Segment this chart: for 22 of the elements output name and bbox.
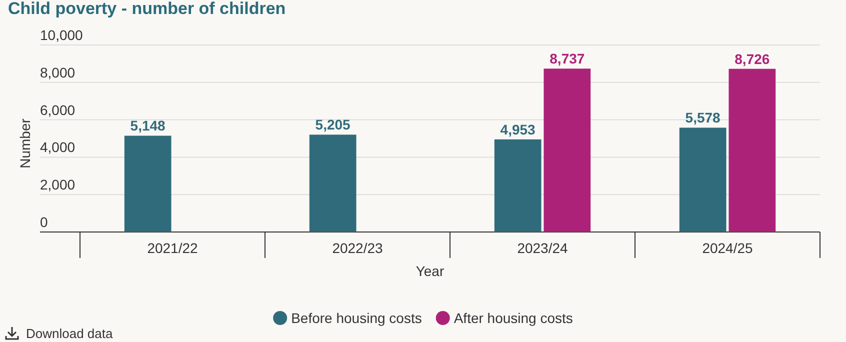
data-label: 8,737	[550, 50, 585, 67]
data-label: 4,953	[500, 121, 536, 138]
y-tick-label: 0	[40, 214, 48, 230]
text: Download data	[26, 326, 114, 341]
chart-title: Child poverty - number of children	[8, 0, 286, 18]
x-axis-title: Year	[416, 263, 444, 279]
x-tick-label: 2023/24	[517, 240, 568, 256]
data-label: 5,205	[315, 116, 351, 133]
x-tick-label: 2024/25	[702, 240, 754, 256]
y-tick-label: 8,000	[40, 64, 76, 80]
legend-label: Before housing costs	[291, 310, 422, 326]
y-tick-label: 4,000	[40, 139, 76, 156]
y-tick-label: 6,000	[40, 102, 76, 118]
y-tick-label: 10,000	[40, 27, 84, 43]
x-tick-label: 2022/23	[332, 240, 384, 256]
y-tick-label: 2,000	[40, 176, 76, 193]
legend-label: After housing costs	[454, 310, 573, 326]
data-label: 5,578	[685, 110, 721, 126]
x-tick-label: 2021/22	[147, 240, 198, 256]
data-label: 8,726	[734, 50, 770, 67]
data-label: 5,148	[130, 118, 166, 134]
y-axis-title: Number	[17, 118, 33, 168]
